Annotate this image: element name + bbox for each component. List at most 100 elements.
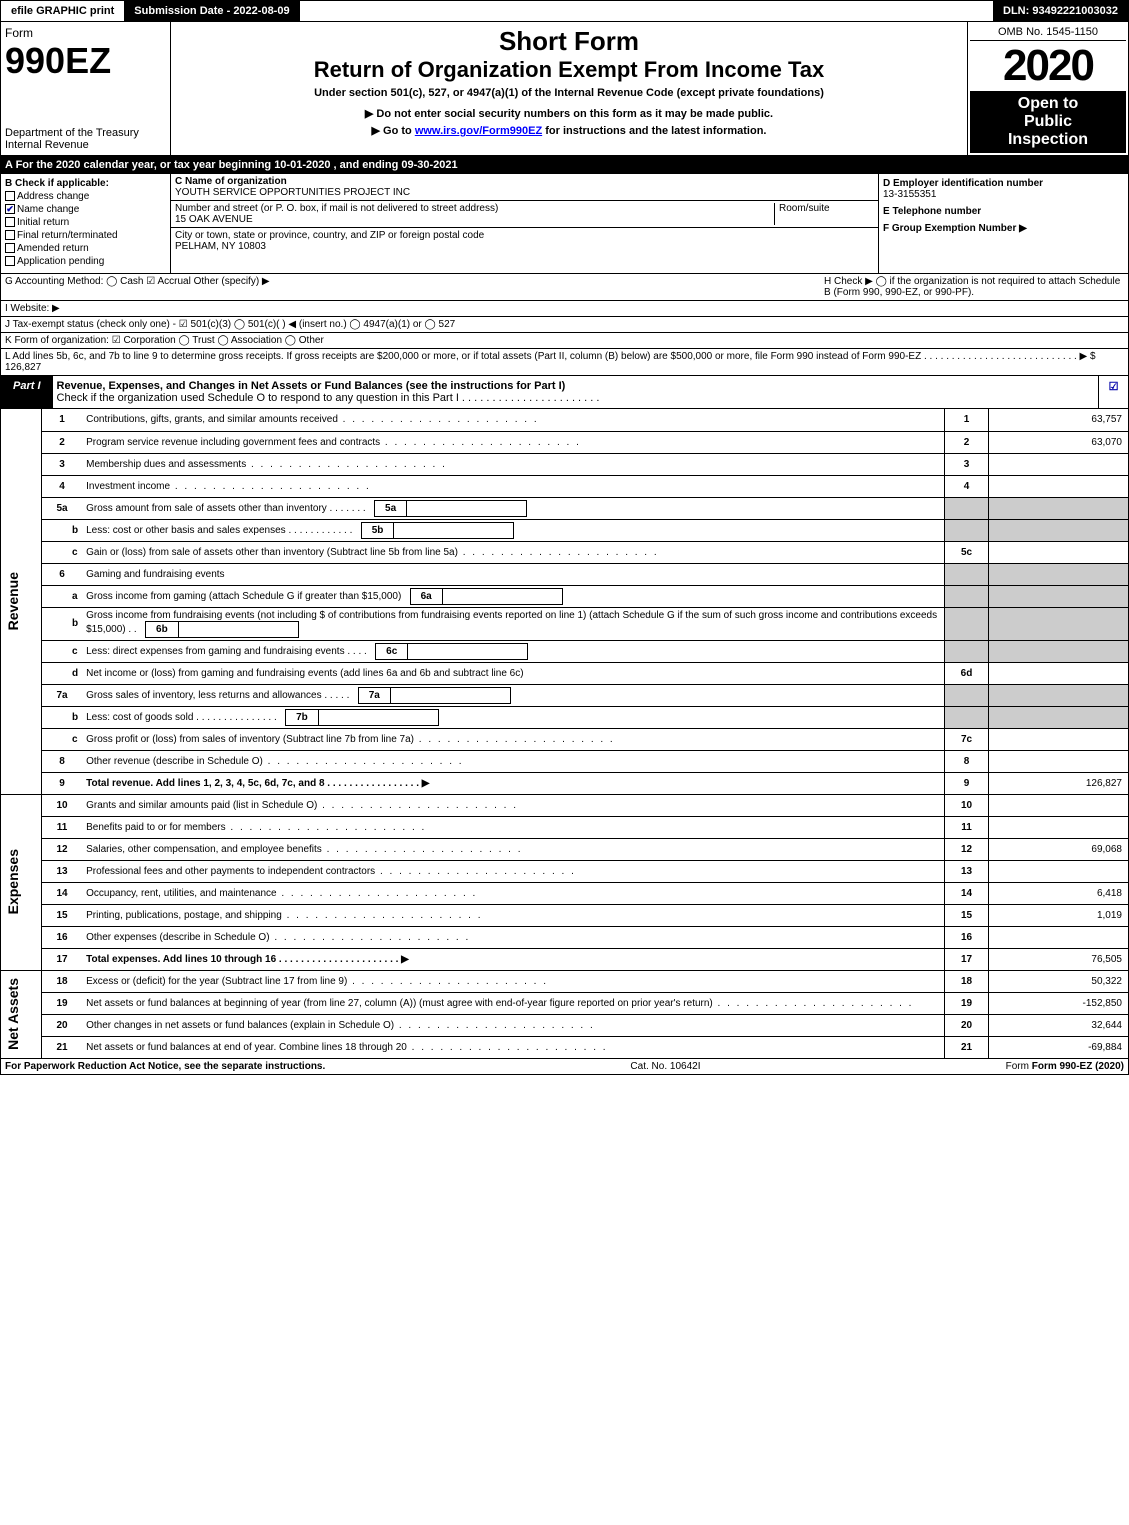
ein-value: 13-3155351 — [883, 189, 936, 200]
line-g-accounting: G Accounting Method: ◯ Cash ☑ Accrual Ot… — [5, 276, 270, 298]
inline-box-5b: 5b — [361, 522, 395, 539]
chk-amended-return[interactable]: Amended return — [5, 243, 166, 254]
row-box: 4 — [945, 475, 989, 497]
line-j-tax-exempt: J Tax-exempt status (check only one) - ☑… — [0, 317, 1129, 333]
return-title: Return of Organization Exempt From Incom… — [175, 57, 963, 83]
ein-label: D Employer identification number — [883, 178, 1043, 189]
row-box: 7c — [945, 728, 989, 750]
short-form-title: Short Form — [175, 26, 963, 57]
part-1-table: Revenue 1Contributions, gifts, grants, a… — [0, 409, 1129, 1059]
row-num: 11 — [42, 816, 83, 838]
row-num: 7a — [42, 684, 83, 706]
row-num: 1 — [42, 409, 83, 431]
row-desc: Benefits paid to or for members — [82, 816, 944, 838]
row-num: b — [42, 706, 83, 728]
inline-box-5a: 5a — [374, 500, 407, 517]
shade-cell — [989, 684, 1129, 706]
room-suite-label: Room/suite — [774, 203, 874, 225]
row-num: 19 — [42, 992, 83, 1014]
row-desc: Less: cost or other basis and sales expe… — [82, 519, 944, 541]
inline-box-6b: 6b — [145, 621, 179, 638]
line-i-website: I Website: ▶ — [0, 301, 1129, 317]
row-desc: Gaming and fundraising events — [82, 563, 944, 585]
net-assets-tab: Net Assets — [5, 978, 21, 1050]
row-amt: -152,850 — [989, 992, 1129, 1014]
street-address: 15 OAK AVENUE — [175, 214, 253, 225]
line-a-tax-year: A For the 2020 calendar year, or tax yea… — [0, 156, 1129, 174]
row-box: 13 — [945, 860, 989, 882]
row-num: c — [42, 640, 83, 662]
open-line-3: Inspection — [974, 131, 1122, 149]
row-num: a — [42, 585, 83, 607]
inline-box-7b: 7b — [285, 709, 319, 726]
row-num: 4 — [42, 475, 83, 497]
efile-print-chip[interactable]: efile GRAPHIC print — [1, 1, 124, 21]
row-num: 10 — [42, 794, 83, 816]
irs-link[interactable]: www.irs.gov/Form990EZ — [415, 125, 542, 137]
part-1-header: Part I Revenue, Expenses, and Changes in… — [0, 376, 1129, 409]
row-desc: Gross amount from sale of assets other t… — [82, 497, 944, 519]
row-amt — [989, 662, 1129, 684]
row-num: c — [42, 541, 83, 563]
row-amt — [989, 816, 1129, 838]
row-num: 20 — [42, 1014, 83, 1036]
org-name: YOUTH SERVICE OPPORTUNITIES PROJECT INC — [175, 187, 410, 198]
addr-label: Number and street (or P. O. box, if mail… — [175, 203, 498, 214]
shade-cell — [945, 585, 989, 607]
row-desc: Other expenses (describe in Schedule O) — [82, 926, 944, 948]
row-num: 3 — [42, 453, 83, 475]
row-desc: Less: cost of goods sold . . . . . . . .… — [82, 706, 944, 728]
dln-chip: DLN: 93492221003032 — [993, 1, 1128, 21]
part-1-schedule-o-check[interactable]: ☑ — [1098, 376, 1128, 408]
row-num: 6 — [42, 563, 83, 585]
chk-name-change[interactable]: ✔Name change — [5, 204, 166, 215]
shade-cell — [945, 497, 989, 519]
shade-cell — [945, 519, 989, 541]
row-desc: Less: direct expenses from gaming and fu… — [82, 640, 944, 662]
row-box: 1 — [945, 409, 989, 431]
box-b: B Check if applicable: Address change ✔N… — [1, 174, 171, 273]
row-amt — [989, 926, 1129, 948]
city-label: City or town, state or province, country… — [175, 230, 484, 241]
row-desc: Other revenue (describe in Schedule O) — [82, 750, 944, 772]
row-num: 15 — [42, 904, 83, 926]
row-num: d — [42, 662, 83, 684]
row-num: 17 — [42, 948, 83, 970]
row-amt: 50,322 — [989, 970, 1129, 992]
inline-box-6a: 6a — [410, 588, 443, 605]
row-num: 2 — [42, 431, 83, 453]
row-amt: 32,644 — [989, 1014, 1129, 1036]
row-num: 12 — [42, 838, 83, 860]
inline-box-6c: 6c — [375, 643, 408, 660]
row-amt: 63,757 — [989, 409, 1129, 431]
telephone-label: E Telephone number — [883, 206, 981, 217]
row-amt — [989, 453, 1129, 475]
part-1-subtitle: Check if the organization used Schedule … — [57, 392, 600, 404]
shade-cell — [945, 640, 989, 662]
form-header: Form 990EZ Department of the Treasury In… — [0, 22, 1129, 156]
row-amt: 126,827 — [989, 772, 1129, 794]
shade-cell — [945, 706, 989, 728]
box-b-label: B Check if applicable: — [5, 178, 109, 189]
chk-final-return[interactable]: Final return/terminated — [5, 230, 166, 241]
open-line-1: Open to — [974, 95, 1122, 113]
row-desc: Occupancy, rent, utilities, and maintena… — [82, 882, 944, 904]
chk-initial-return[interactable]: Initial return — [5, 217, 166, 228]
row-box: 6d — [945, 662, 989, 684]
row-box: 20 — [945, 1014, 989, 1036]
shade-cell — [989, 706, 1129, 728]
goto-pre: ▶ Go to — [372, 125, 415, 137]
row-desc: Total expenses. Add lines 10 through 16 … — [82, 948, 944, 970]
chk-application-pending[interactable]: Application pending — [5, 256, 166, 267]
row-desc: Gross sales of inventory, less returns a… — [82, 684, 944, 706]
chk-address-change[interactable]: Address change — [5, 191, 166, 202]
box-c: C Name of organization YOUTH SERVICE OPP… — [171, 174, 878, 273]
page-footer: For Paperwork Reduction Act Notice, see … — [0, 1059, 1129, 1075]
shade-cell — [945, 607, 989, 640]
footer-cat-no: Cat. No. 10642I — [630, 1061, 700, 1072]
row-amt: 76,505 — [989, 948, 1129, 970]
row-box: 12 — [945, 838, 989, 860]
row-amt: 63,070 — [989, 431, 1129, 453]
row-desc: Other changes in net assets or fund bala… — [82, 1014, 944, 1036]
goto-link-line: ▶ Go to www.irs.gov/Form990EZ for instru… — [175, 124, 963, 137]
